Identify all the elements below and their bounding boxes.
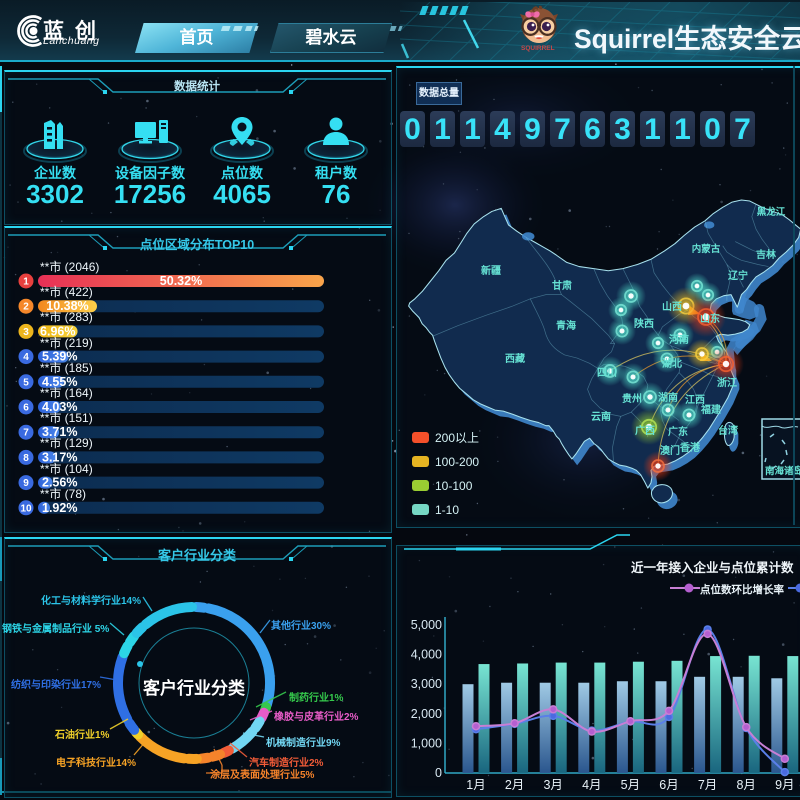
svg-text:广西: 广西: [635, 424, 655, 437]
svg-text:2.56%: 2.56%: [42, 476, 77, 490]
svg-text:甘肃: 甘肃: [552, 279, 572, 292]
svg-text:4: 4: [23, 352, 29, 363]
svg-text:贵州: 贵州: [622, 392, 642, 405]
svg-text:200以上: 200以上: [435, 431, 479, 445]
svg-text:8月: 8月: [736, 778, 755, 792]
svg-text:4.03%: 4.03%: [42, 400, 77, 414]
svg-text:6: 6: [23, 403, 29, 414]
svg-text:1-10: 1-10: [435, 503, 459, 517]
svg-text:100-200: 100-200: [435, 455, 479, 469]
svg-text:2,000: 2,000: [411, 707, 442, 721]
svg-text:3: 3: [23, 327, 29, 338]
svg-text:河南: 河南: [669, 333, 689, 346]
svg-text:7: 7: [23, 428, 29, 439]
svg-text:2: 2: [23, 302, 29, 313]
svg-text:1: 1: [23, 277, 29, 288]
svg-text:1.92%: 1.92%: [42, 501, 77, 515]
svg-text:2月: 2月: [505, 778, 524, 792]
svg-text:50.32%: 50.32%: [160, 274, 202, 288]
svg-text:四川: 四川: [597, 367, 617, 379]
svg-text:江西: 江西: [685, 393, 705, 406]
svg-text:陕西: 陕西: [634, 317, 654, 330]
svg-text:辽宁: 辽宁: [728, 269, 748, 282]
svg-text:3.71%: 3.71%: [42, 425, 77, 439]
svg-text:3,000: 3,000: [411, 677, 442, 691]
svg-text:广东: 广东: [668, 425, 688, 438]
svg-text:湖南: 湖南: [658, 391, 678, 404]
svg-text:5月: 5月: [621, 778, 640, 792]
svg-text:4月: 4月: [582, 778, 601, 792]
svg-text:青海: 青海: [556, 319, 576, 332]
svg-text:新疆: 新疆: [481, 264, 501, 277]
svg-text:5: 5: [23, 377, 29, 388]
svg-text:西藏: 西藏: [505, 352, 525, 365]
svg-text:7月: 7月: [698, 778, 717, 792]
svg-text:5.39%: 5.39%: [42, 350, 77, 364]
svg-text:9: 9: [23, 478, 29, 489]
svg-text:10-100: 10-100: [435, 479, 473, 493]
svg-text:浙江: 浙江: [717, 376, 737, 389]
svg-text:山西: 山西: [662, 300, 682, 313]
svg-text:1,000: 1,000: [411, 736, 442, 750]
svg-text:1月: 1月: [466, 778, 485, 792]
svg-text:6月: 6月: [659, 778, 678, 792]
svg-text:内蒙古: 内蒙古: [692, 243, 721, 255]
svg-text:10: 10: [20, 503, 32, 514]
svg-text:4,000: 4,000: [411, 648, 442, 662]
svg-text:香港: 香港: [680, 441, 701, 454]
svg-text:10.38%: 10.38%: [46, 299, 88, 313]
svg-text:黑龙江: 黑龙江: [757, 206, 786, 218]
svg-text:台湾: 台湾: [718, 424, 738, 437]
svg-text:4.55%: 4.55%: [42, 375, 77, 389]
svg-text:8: 8: [23, 453, 29, 464]
svg-text:吉林: 吉林: [756, 248, 777, 261]
svg-text:澳门: 澳门: [660, 444, 680, 457]
svg-text:9月: 9月: [775, 778, 794, 792]
svg-text:3月: 3月: [543, 778, 562, 792]
svg-text:3.17%: 3.17%: [42, 450, 77, 464]
svg-text:山东: 山东: [700, 312, 720, 325]
svg-text:福建: 福建: [700, 403, 722, 416]
svg-text:南海诸岛: 南海诸岛: [765, 465, 800, 477]
svg-text:湖北: 湖北: [662, 357, 682, 370]
svg-text:云南: 云南: [591, 410, 611, 423]
svg-text:5,000: 5,000: [411, 618, 442, 632]
svg-text:0: 0: [435, 766, 442, 780]
svg-text:6.96%: 6.96%: [40, 324, 75, 338]
